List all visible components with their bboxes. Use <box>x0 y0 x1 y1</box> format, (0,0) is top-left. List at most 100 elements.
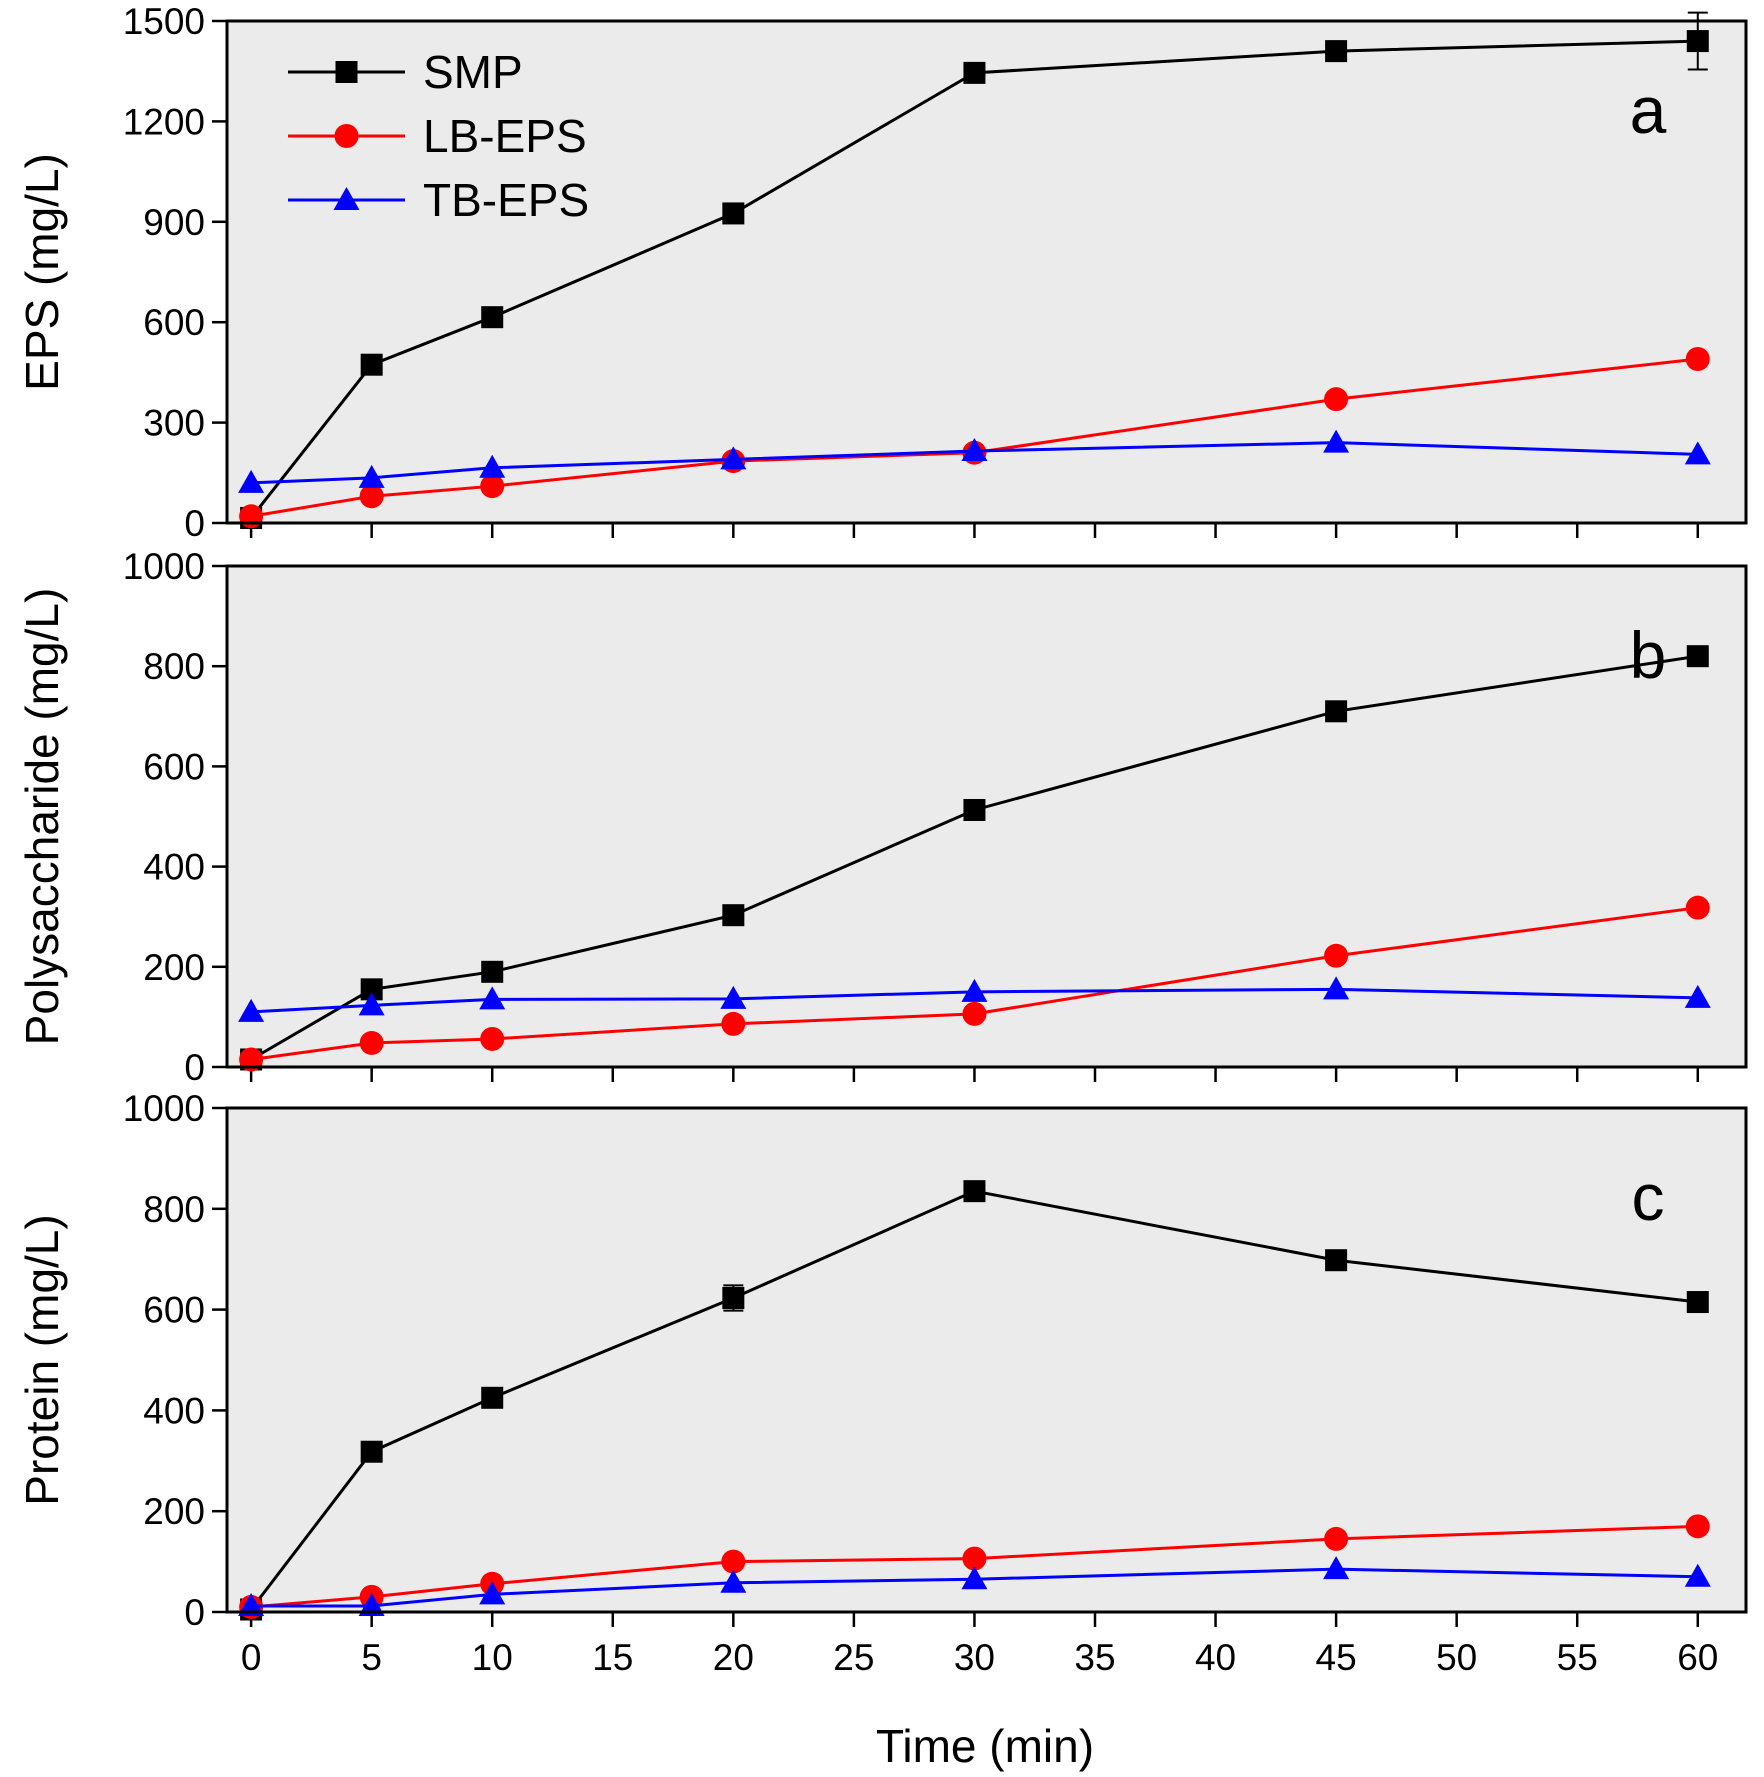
panel-c-ytick-label-200: 200 <box>143 1491 205 1532</box>
panel-b-point-tb-eps-60 <box>1684 984 1711 1008</box>
panel-b-ytick-label-200: 200 <box>143 947 205 988</box>
panel-a-point-tb-eps-30 <box>961 438 988 462</box>
legend: SMP LB-EPS TB-EPS <box>288 46 589 226</box>
legend-entry-tb-eps: TB-EPS <box>288 174 589 226</box>
legend-label-lb-eps: LB-EPS <box>423 110 587 162</box>
x-tick-label-55: 55 <box>1557 1637 1598 1678</box>
panel-c-ytick-label-0: 0 <box>184 1592 205 1633</box>
panel-c-ytick-label-800: 800 <box>143 1189 205 1230</box>
panel-b-point-lb-eps-45 <box>1324 943 1349 968</box>
panel-a-point-smp-45 <box>1325 40 1348 63</box>
x-tick-labels: 0 5 10 15 20 25 30 35 40 45 50 55 60 <box>241 1637 1719 1678</box>
panel-c-point-lb-eps-20 <box>721 1549 746 1574</box>
legend-marker-smp <box>335 61 358 83</box>
panel-a: 0 300 600 900 1200 1500 EPS (mg/L) a <box>16 1 1748 544</box>
panel-c-point-tb-eps-60 <box>1684 1563 1711 1587</box>
panel-c-point-lb-eps-30 <box>962 1546 987 1571</box>
panel-b-point-lb-eps-30 <box>962 1001 987 1026</box>
panel-b-point-lb-eps-60 <box>1685 895 1710 920</box>
panel-b-ytick-label-1000: 1000 <box>123 546 205 587</box>
panel-c-point-tb-eps-10 <box>479 1581 506 1605</box>
panel-b-point-tb-eps-10 <box>479 986 506 1010</box>
panel-a-point-smp-30 <box>963 61 986 84</box>
panel-b-point-lb-eps-0 <box>239 1047 264 1072</box>
x-tick-label-20: 20 <box>713 1637 754 1678</box>
panel-a-point-lb-eps-0 <box>239 504 264 529</box>
panel-a-point-smp-20 <box>722 202 745 225</box>
x-tick-label-45: 45 <box>1316 1637 1357 1678</box>
panel-b-point-tb-eps-0 <box>238 998 265 1022</box>
x-tick-label-5: 5 <box>361 1637 382 1678</box>
x-tick-label-30: 30 <box>954 1637 995 1678</box>
panel-a-ytick-label-900: 900 <box>143 202 205 243</box>
panel-c-point-lb-eps-60 <box>1685 1514 1710 1539</box>
panel-a-frame <box>225 19 1748 525</box>
x-tick-label-50: 50 <box>1436 1637 1477 1678</box>
panel-b-point-tb-eps-30 <box>961 978 988 1002</box>
x-tick-label-25: 25 <box>833 1637 874 1678</box>
legend-marker-lb-eps <box>334 124 359 148</box>
panel-b-background <box>227 566 1746 1067</box>
panel-a-ytick-label-0: 0 <box>184 503 205 544</box>
panel-b-point-lb-eps-10 <box>480 1026 505 1051</box>
panel-a-point-lb-eps-45 <box>1324 387 1349 412</box>
panel-b-ytick-label-0: 0 <box>184 1047 205 1088</box>
panel-c-point-tb-eps-5 <box>358 1592 385 1616</box>
panel-b-point-smp-45 <box>1325 700 1348 723</box>
panel-a-point-lb-eps-5 <box>359 484 384 509</box>
legend-label-smp: SMP <box>423 46 523 98</box>
panel-a-point-smp-10 <box>481 306 504 329</box>
panel-c-point-smp-20 <box>722 1287 745 1310</box>
panel-b-point-smp-20 <box>722 904 745 927</box>
panel-a-point-tb-eps-45 <box>1323 429 1350 453</box>
x-tick-label-35: 35 <box>1074 1637 1115 1678</box>
panel-b-point-tb-eps-5 <box>358 992 385 1016</box>
panel-a-point-lb-eps-60 <box>1685 347 1710 372</box>
panel-a-point-tb-eps-0 <box>238 469 265 493</box>
x-tick-label-0: 0 <box>241 1637 262 1678</box>
panel-a-point-smp-60 <box>1686 30 1709 53</box>
legend-entry-smp: SMP <box>288 46 523 98</box>
panel-a-background <box>227 21 1746 523</box>
panel-c-point-lb-eps-45 <box>1324 1526 1349 1551</box>
x-axis-title: Time (min) <box>876 1720 1094 1772</box>
panel-b-y-axis-title: Polysaccharide (mg/L) <box>16 588 68 1046</box>
panel-c-point-smp-45 <box>1325 1249 1348 1272</box>
panel-a-point-tb-eps-10 <box>479 454 506 478</box>
panel-a-point-tb-eps-60 <box>1684 441 1711 465</box>
panel-c-point-tb-eps-30 <box>961 1566 988 1590</box>
panel-a-point-tb-eps-5 <box>358 464 385 488</box>
legend-label-tb-eps: TB-EPS <box>423 174 589 226</box>
panel-a-ytick-label-600: 600 <box>143 302 205 343</box>
x-tick-label-15: 15 <box>592 1637 633 1678</box>
panel-b-point-smp-10 <box>481 960 504 983</box>
panel-c-point-smp-30 <box>963 1180 986 1203</box>
panel-b-point-smp-60 <box>1686 645 1709 668</box>
panel-c-point-tb-eps-0 <box>238 1592 265 1616</box>
legend-entry-lb-eps: LB-EPS <box>288 110 587 162</box>
panel-c-point-tb-eps-45 <box>1323 1556 1350 1580</box>
panel-a-letter: a <box>1630 73 1667 147</box>
panel-b-frame <box>225 564 1748 1069</box>
panel-b-series-lb-eps <box>239 895 1710 1072</box>
panel-b-series-tb-eps <box>238 976 1711 1022</box>
panel-a-point-tb-eps-20 <box>720 446 747 470</box>
panel-b-point-smp-5 <box>360 978 383 1001</box>
panel-a-point-smp-5 <box>360 353 383 376</box>
legend-marker-tb-eps <box>333 187 360 210</box>
panel-c-point-smp-5 <box>360 1440 383 1463</box>
panel-a-ytick-label-1500: 1500 <box>123 1 205 42</box>
panel-b-letter: b <box>1630 618 1667 692</box>
panel-a-ytick-label-1200: 1200 <box>123 101 205 142</box>
panel-c-series-tb-eps <box>238 1556 1711 1616</box>
panel-c-point-smp-60 <box>1686 1291 1709 1314</box>
panel-c-point-smp-10 <box>481 1386 504 1409</box>
x-tick-label-60: 60 <box>1677 1637 1718 1678</box>
panel-c-ytick-label-1000: 1000 <box>123 1088 205 1129</box>
panel-b-ytick-label-600: 600 <box>143 746 205 787</box>
panel-c-ytick-label-400: 400 <box>143 1390 205 1431</box>
panel-c-ytick-label-600: 600 <box>143 1290 205 1331</box>
panel-a-ytick-label-300: 300 <box>143 403 205 444</box>
